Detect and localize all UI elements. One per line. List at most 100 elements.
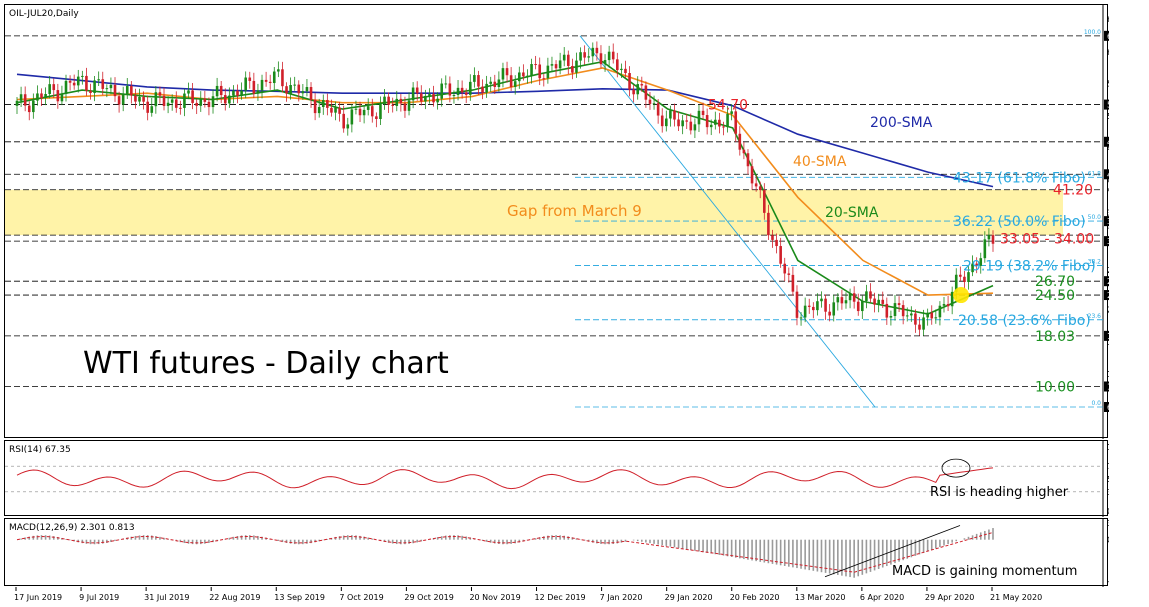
candle-body	[718, 119, 721, 127]
candle-body	[783, 263, 787, 274]
price-tag-bg	[1104, 276, 1109, 287]
rsi-axis-tick: 50.00	[1107, 475, 1109, 484]
candle-body	[644, 85, 648, 100]
candle-body	[791, 274, 795, 292]
candle-body	[505, 68, 509, 76]
candle-body	[64, 80, 68, 94]
candle-body	[885, 303, 889, 318]
candle-body	[354, 108, 358, 110]
candle-body	[76, 76, 80, 86]
candle-body	[32, 100, 35, 113]
candle-body	[779, 246, 782, 264]
date-axis: 17 Jun 2019 9 Jul 2019 31 Jul 2019 22 Aug 2…	[14, 587, 1042, 602]
symbol-header: OIL-JUL20,Daily	[9, 9, 79, 19]
candle-body	[513, 81, 517, 87]
date-label: 9 Jul 2019	[79, 593, 119, 602]
candle-body	[620, 68, 623, 71]
level-label: 36.22 (50.0% Fibo)	[953, 214, 1086, 230]
candle-body	[411, 87, 415, 101]
sma-line-20-sma	[16, 60, 994, 315]
candle-body	[873, 298, 876, 305]
candle-body	[60, 93, 64, 102]
candle-body	[714, 119, 717, 125]
macd-axis-tick: 3.293	[1107, 519, 1109, 528]
candle-body	[460, 87, 464, 93]
candle-body	[648, 99, 652, 104]
candle-body	[142, 96, 145, 102]
fibo-percent-label: 50.0	[1088, 214, 1102, 221]
candle-body	[640, 84, 644, 86]
price-axis-tick: 43.65	[1107, 170, 1109, 179]
candle-body	[293, 84, 296, 86]
candle-body	[375, 116, 378, 120]
candle-body	[260, 79, 264, 91]
candle-body	[240, 90, 243, 96]
candle-body	[350, 109, 354, 125]
candle-body	[599, 53, 603, 65]
candle-body	[277, 69, 280, 72]
candle-body	[297, 84, 301, 94]
price-axis-tick: 68.27	[1107, 15, 1109, 24]
candle-body	[616, 59, 619, 71]
candle-body	[228, 95, 231, 104]
candle-body	[701, 110, 705, 116]
level-label: 20.58 (23.6% Fibo)	[958, 313, 1091, 329]
candle-body	[473, 75, 476, 82]
candle-body	[207, 101, 211, 108]
candle-body	[820, 298, 823, 302]
candle-body	[424, 95, 427, 102]
candle-body	[330, 107, 333, 113]
candle-body	[918, 324, 921, 330]
price-tag-bg	[1104, 290, 1109, 301]
candle-body	[910, 313, 913, 316]
candle-body	[191, 90, 194, 103]
candle-body	[252, 80, 256, 94]
candle-body	[897, 303, 901, 306]
candle-body	[693, 124, 697, 131]
date-label: 17 Jun 2019	[14, 593, 62, 602]
fibo-percent-label: 100.0	[1084, 29, 1101, 36]
candle-body	[534, 64, 537, 66]
candle-body	[799, 317, 803, 319]
rsi-highlight-ellipse	[941, 458, 971, 478]
candle-body	[179, 107, 182, 109]
candle-body	[681, 120, 684, 127]
candle-body	[428, 94, 431, 96]
candle-body	[326, 99, 329, 108]
candle-body	[281, 69, 284, 87]
rsi-panel: 100.00 70.00 50.00 30.00 0.00 RSI(14) 67.35 RS…	[4, 440, 1109, 517]
candle-body	[546, 65, 550, 79]
candle-body	[105, 88, 109, 90]
price-axis-tick: 22.19	[1107, 306, 1109, 315]
rsi-annotation: RSI is heading higher	[930, 485, 1069, 500]
price-axis-tick: 65.60	[1107, 32, 1109, 41]
candle-body	[689, 121, 693, 131]
candle-body	[268, 81, 272, 84]
candle-body	[130, 86, 133, 96]
candle-body	[758, 186, 762, 191]
candle-body	[554, 64, 558, 69]
price-axis-tick: 42.65	[1107, 177, 1109, 186]
price-axis-tick: 10.00	[1107, 383, 1109, 392]
price-tag-bg	[1104, 136, 1109, 147]
candle-body	[158, 92, 162, 96]
candle-body	[93, 80, 96, 93]
candle-body	[979, 258, 983, 266]
level-label: 41.20	[1053, 183, 1093, 199]
candle-body	[456, 87, 460, 95]
candle-body	[199, 98, 203, 106]
candle-body	[232, 90, 235, 96]
candle-body	[665, 118, 668, 127]
date-label: 31 Jul 2019	[144, 593, 189, 602]
candle-body	[824, 298, 827, 312]
candle-body	[893, 303, 897, 317]
date-label: 20 Feb 2020	[730, 593, 780, 602]
candle-body	[338, 107, 341, 114]
candle-body	[803, 305, 807, 318]
macd-annotation: MACD is gaining momentum	[892, 564, 1077, 579]
candle-body	[452, 94, 456, 96]
price-axis-tick: 26.70	[1107, 277, 1109, 286]
candle-body	[56, 90, 60, 102]
macd-panel: 3.293 0.000 -8.141 MACD(12,26,9) 2.301 0.81…	[4, 518, 1109, 587]
candle-body	[624, 68, 627, 74]
